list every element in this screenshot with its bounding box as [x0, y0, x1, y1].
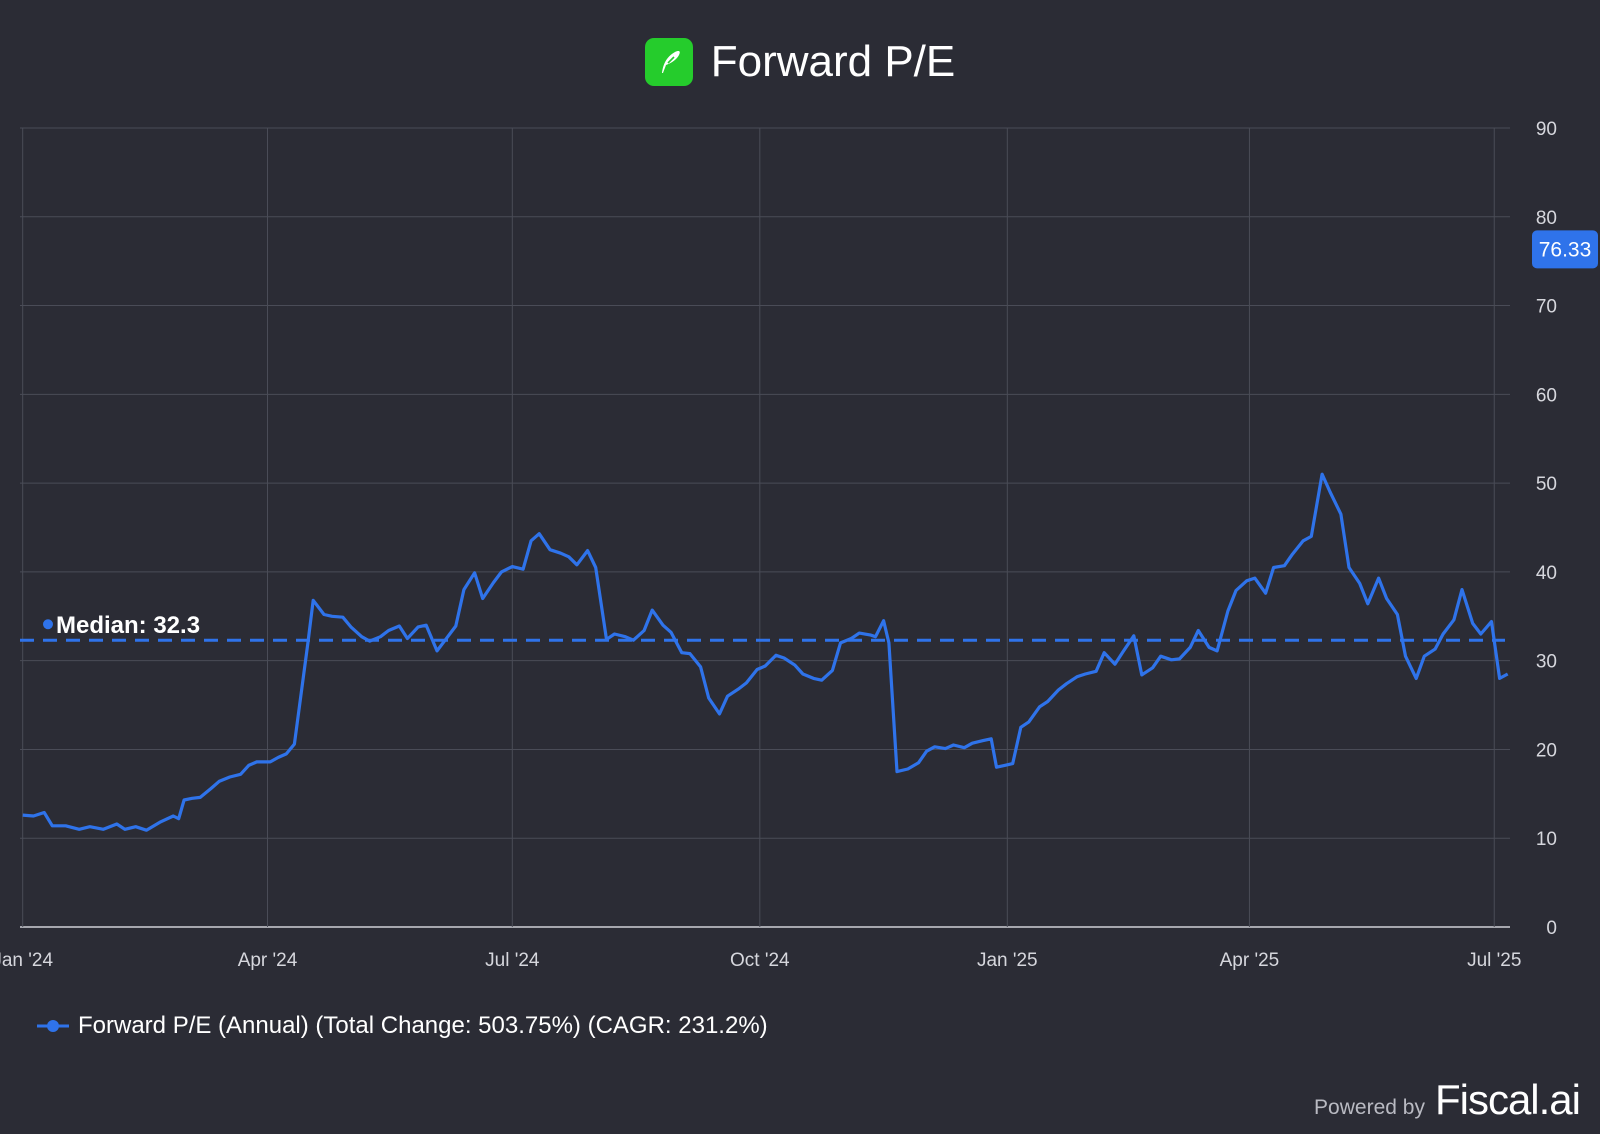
- y-tick-label: 10: [1536, 829, 1557, 850]
- y-tick-label: 30: [1536, 652, 1557, 673]
- chart-header: Forward P/E: [0, 30, 1600, 94]
- brand-logo-text: Fiscal.ai: [1434, 1076, 1581, 1123]
- median-label: Median: 32.3: [56, 612, 200, 639]
- feather-icon: [661, 51, 680, 73]
- grid-lines: [20, 127, 1510, 928]
- last-value-label: 76.33: [1539, 238, 1592, 261]
- y-tick-label: 60: [1536, 385, 1557, 406]
- x-axis-ticks: Jan '24 Apr '24 Jul '24 Oct '24 Jan '25 Apr '…: [0, 950, 1521, 971]
- y-tick-label: 80: [1536, 208, 1557, 229]
- legend-marker-icon: [37, 1020, 69, 1032]
- y-tick-label: 70: [1536, 297, 1557, 318]
- x-tick-label: Jul '24: [485, 950, 540, 971]
- series-line-forward-pe: [22, 472, 1509, 832]
- y-axis-ticks: 0 10 20 30 40 50 60 70 80 90: [1536, 119, 1557, 939]
- y-tick-label: 90: [1536, 119, 1557, 140]
- x-tick-label: Jan '25: [977, 950, 1038, 971]
- y-tick-label: 0: [1546, 918, 1557, 939]
- chart-legend[interactable]: Forward P/E (Annual) (Total Change: 503.…: [36, 1008, 768, 1044]
- page-title: Forward P/E: [710, 37, 956, 86]
- x-tick-label: Apr '25: [1220, 950, 1280, 971]
- x-tick-label: Jan '24: [0, 950, 53, 971]
- legend-label: Forward P/E (Annual) (Total Change: 503.…: [78, 1012, 768, 1039]
- y-tick-label: 20: [1536, 740, 1557, 761]
- robinhood-logo: [644, 38, 693, 86]
- last-value-badge: [1532, 230, 1598, 269]
- x-tick-label: Jul '25: [1467, 950, 1521, 971]
- y-tick-label: 40: [1536, 563, 1557, 584]
- x-tick-label: Apr '24: [238, 950, 298, 971]
- powered-by-text: Powered by: [1314, 1096, 1425, 1119]
- footer-attribution: Powered by Fiscal.ai: [1314, 1076, 1581, 1124]
- y-tick-label: 50: [1536, 474, 1557, 495]
- median-marker: [43, 619, 53, 630]
- x-tick-label: Oct '24: [730, 950, 790, 971]
